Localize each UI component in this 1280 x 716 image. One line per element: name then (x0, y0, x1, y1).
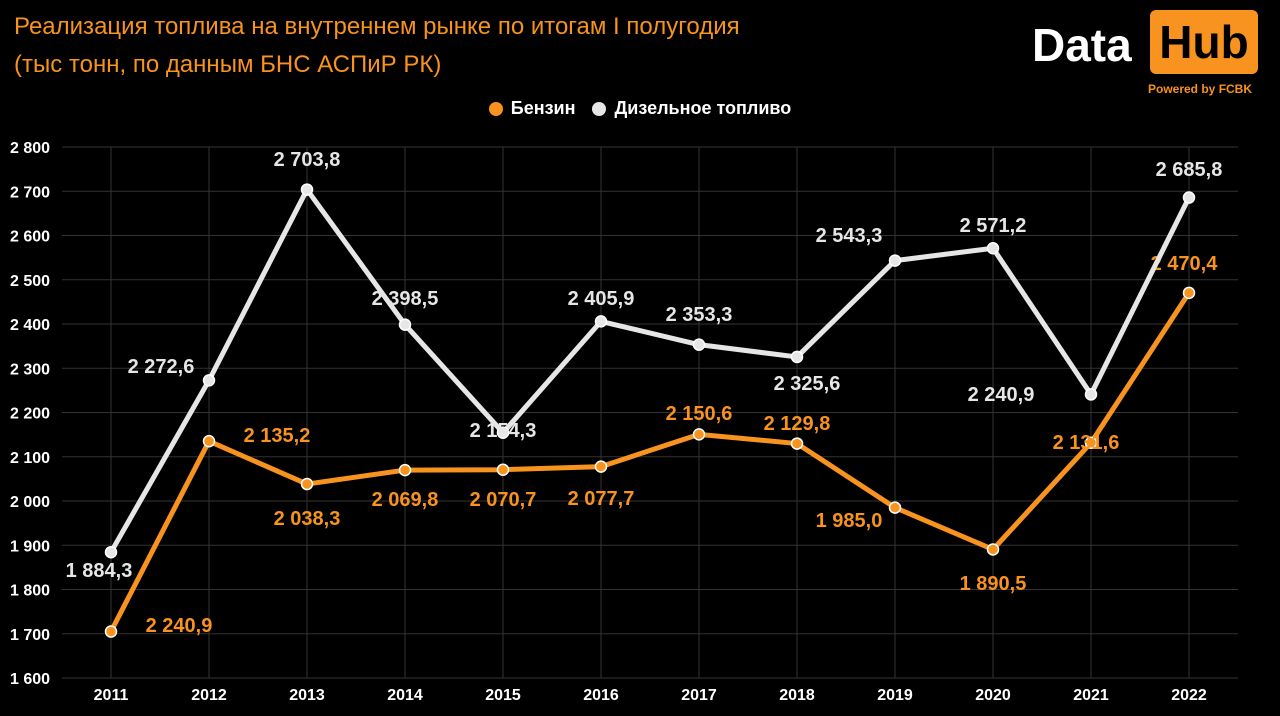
chart-title-line-1: Реализация топлива на внутреннем рынке п… (14, 13, 740, 40)
data-point (104, 545, 118, 559)
data-point (202, 374, 216, 387)
data-point (398, 318, 412, 331)
data-label: 2 131,6 (1053, 432, 1120, 454)
data-label: 2 470,4 (1151, 253, 1219, 275)
data-point (202, 434, 216, 448)
data-label: 2 154,3 (470, 420, 537, 442)
data-point (496, 426, 510, 439)
data-label: 2 571,2 (960, 215, 1027, 237)
legend-item-diesel: Дизельное топливо (592, 98, 791, 119)
data-label: 1 890,5 (960, 573, 1027, 595)
data-point (692, 338, 706, 351)
y-tick-label: 2 100 (10, 450, 50, 467)
x-tick-label: 2014 (387, 687, 423, 704)
data-label: 1 985,0 (816, 510, 883, 532)
x-tick-label: 2013 (289, 687, 325, 704)
legend-label-diesel: Дизельное топливо (614, 98, 792, 118)
legend-item-gasoline: Бензин (488, 98, 576, 119)
x-tick-label: 2022 (1171, 687, 1207, 704)
y-tick-label: 2 600 (10, 229, 50, 246)
data-point (300, 183, 314, 196)
y-tick-label: 1 800 (10, 583, 50, 600)
chart-title: Реализация топлива на внутреннем рынке п… (14, 8, 740, 84)
x-tick-label: 2015 (485, 687, 521, 704)
data-point (104, 625, 118, 638)
y-tick-label: 2 300 (10, 361, 50, 378)
data-point (790, 437, 804, 450)
data-label: 2 135,2 (244, 425, 311, 447)
x-tick-label: 2019 (877, 687, 913, 704)
data-label: 2 038,3 (274, 508, 341, 530)
data-point (692, 428, 706, 441)
data-point (398, 463, 412, 477)
x-tick-label: 2020 (975, 687, 1011, 704)
data-point (594, 315, 608, 328)
data-point (790, 350, 804, 364)
data-label: 2 703,8 (274, 149, 341, 171)
data-point (1084, 436, 1098, 450)
y-tick-label: 2 200 (10, 406, 50, 423)
x-tick-label: 2016 (583, 687, 619, 704)
data-point (1182, 191, 1196, 204)
x-tick-label: 2021 (1073, 687, 1109, 704)
data-label: 2 685,8 (1156, 159, 1223, 181)
x-tick-label: 2017 (681, 687, 717, 704)
chart-title-line-2: (тыс тонн, по данным БНС АСПиР РК) (14, 51, 442, 78)
y-tick-label: 1 600 (10, 671, 50, 688)
data-label: 2 077,7 (568, 488, 635, 510)
y-tick-label: 2 500 (10, 273, 50, 290)
data-label: 2 543,3 (816, 225, 883, 247)
data-point (1084, 388, 1098, 401)
logo-hub-text: Hub (1150, 10, 1258, 74)
datahub-logo: Data Hub Powered by FCBK (1030, 8, 1262, 100)
data-label: 2 070,7 (470, 489, 537, 511)
y-tick-label: 1 700 (10, 627, 50, 644)
data-point (300, 477, 314, 491)
legend-label-gasoline: Бензин (510, 98, 576, 118)
data-label: 2 150,6 (666, 403, 733, 425)
data-point (986, 241, 1000, 255)
legend-dot-gasoline (488, 101, 503, 116)
y-tick-label: 2 700 (10, 184, 50, 201)
data-label: 2 129,8 (764, 413, 831, 435)
series-line-0 (108, 291, 1192, 633)
y-tick-label: 1 900 (10, 538, 50, 555)
series-line-1 (108, 187, 1192, 554)
x-tick-label: 2011 (94, 687, 129, 704)
chart-legend: Бензин Дизельное топливо (0, 98, 1280, 121)
data-point (986, 543, 1000, 556)
data-label: 2 240,9 (146, 615, 213, 637)
logo-powered-text: Powered by FCBK (1148, 82, 1253, 96)
data-point (594, 460, 608, 473)
data-label: 2 398,5 (372, 288, 439, 310)
legend-dot-diesel (592, 101, 607, 116)
x-tick-label: 2018 (779, 687, 815, 704)
data-label: 1 884,3 (66, 560, 133, 582)
x-tick-label: 2012 (191, 687, 227, 704)
data-label: 2 069,8 (372, 489, 439, 511)
y-tick-label: 2 800 (10, 140, 50, 157)
data-label: 2 272,6 (128, 356, 195, 378)
data-label: 2 240,9 (968, 384, 1035, 406)
data-label: 2 353,3 (666, 304, 733, 326)
y-tick-label: 2 400 (10, 317, 50, 334)
data-label: 2 405,9 (568, 288, 635, 310)
logo-data-text: Data (1032, 19, 1132, 71)
data-label: 2 325,6 (774, 373, 841, 395)
data-point (1182, 286, 1196, 300)
data-point (888, 501, 902, 514)
data-point (496, 463, 510, 476)
y-tick-label: 2 000 (10, 494, 50, 511)
data-point (888, 254, 902, 267)
